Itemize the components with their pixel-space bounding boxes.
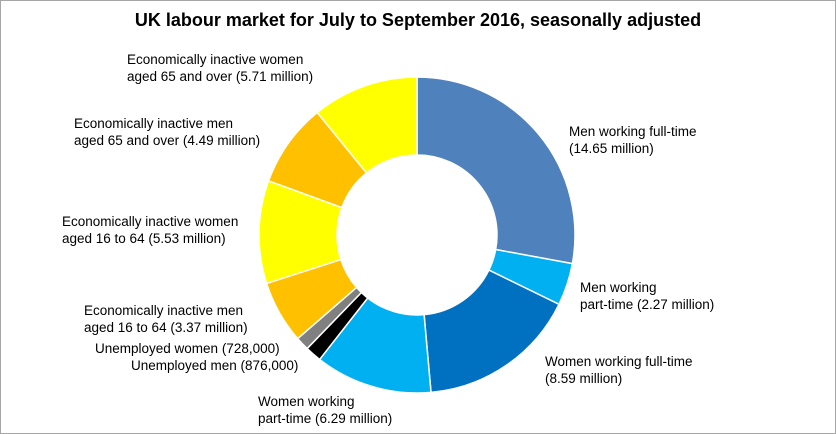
label-line-1: Women working full-time — [545, 354, 693, 369]
label-line-1: Unemployed women (728,000) — [95, 341, 280, 356]
label-men-working-part-time: Men working part-time (2.27 million) — [580, 279, 714, 313]
label-men-working-full-time: Men working full-time (14.65 million) — [569, 123, 697, 157]
label-unemployed-women: Unemployed women (728,000) — [95, 340, 280, 357]
label-line-1: Men working — [580, 280, 657, 295]
label-line-2: aged 16 to 64 (5.53 million) — [62, 231, 226, 246]
label-inactive-men-16-64: Economically inactive men aged 16 to 64 … — [84, 302, 248, 336]
label-line-2: (14.65 million) — [569, 141, 654, 156]
label-inactive-women-16-64: Economically inactive women aged 16 to 6… — [62, 213, 238, 247]
slice-inact-women-65 — [316, 76, 418, 175]
label-line-1: Economically inactive men — [84, 303, 244, 318]
label-line-1: Men working full-time — [569, 124, 697, 139]
label-unemployed-men: Unemployed men (876,000) — [131, 357, 298, 374]
label-women-working-part-time: Women working part-time (6.29 million) — [258, 393, 392, 427]
label-line-1: Economically inactive women — [127, 52, 304, 67]
label-line-2: part-time (6.29 million) — [258, 411, 393, 426]
label-women-working-full-time: Women working full-time (8.59 million) — [545, 353, 693, 387]
chart-title: UK labour market for July to September 2… — [134, 10, 702, 30]
label-line-2: aged 65 and over (5.71 million) — [127, 69, 314, 84]
label-line-1: Economically inactive men — [74, 116, 234, 131]
label-line-2: aged 65 and over (4.49 million) — [74, 133, 261, 148]
label-line-1: Women working — [258, 394, 355, 409]
label-line-2: (8.59 million) — [545, 371, 623, 386]
label-line-2: part-time (2.27 million) — [580, 297, 715, 312]
label-line-1: Unemployed men (876,000) — [131, 358, 299, 373]
label-inactive-men-65-over: Economically inactive men aged 65 and ov… — [74, 115, 260, 149]
label-line-2: aged 16 to 64 (3.37 million) — [84, 320, 248, 335]
label-line-1: Economically inactive women — [62, 214, 239, 229]
slice-men-ft — [416, 76, 576, 265]
label-inactive-women-65-over: Economically inactive women aged 65 and … — [127, 51, 313, 85]
